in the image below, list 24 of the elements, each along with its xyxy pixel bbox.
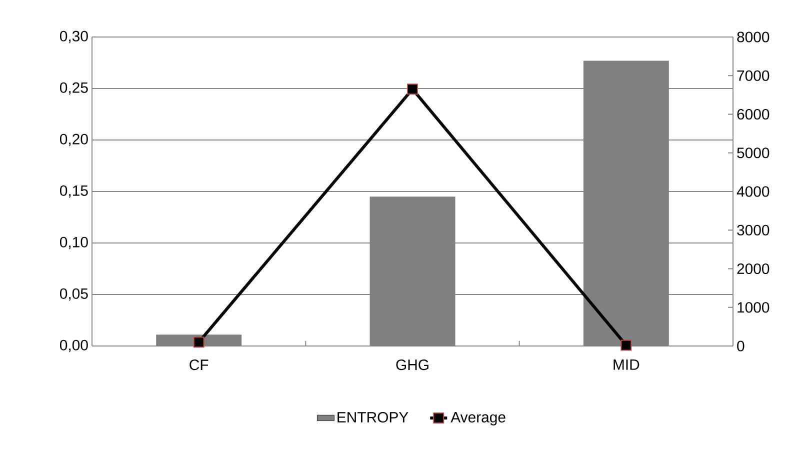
legend-label: ENTROPY [338, 412, 408, 423]
y-tick-label: 0,15 [60, 185, 88, 198]
legend-label: Average [450, 412, 506, 426]
y2-tick-label: 0 [737, 340, 744, 352]
y2-tick-label: 1000 [738, 302, 770, 313]
y2-tick-label: 6000 [737, 108, 770, 120]
point [193, 336, 204, 348]
x-tick-label: MID [614, 360, 640, 370]
y-tick-label: 0,10 [60, 236, 88, 250]
x-tick-label: GHG [396, 360, 428, 370]
y2-tick-label: 3000 [737, 224, 770, 236]
y2-tick-label: 4000 [736, 186, 770, 197]
y-tick-label: 0,05 [60, 288, 88, 301]
y-tick-label: 0,20 [60, 134, 88, 146]
x-tick-label: CF [190, 360, 208, 370]
y-tick-label: 0,25 [60, 82, 88, 95]
y2-tick-label: 5000 [737, 148, 770, 158]
point [620, 340, 632, 351]
y2-tick-label: 7000 [737, 70, 770, 81]
y2-tick-label: 8000 [737, 32, 770, 42]
y-tick-label: 0,00 [60, 340, 88, 352]
y-tick-label: 0,30 [60, 30, 88, 44]
y2-tick-label: 2000 [737, 263, 770, 274]
point [407, 84, 418, 95]
